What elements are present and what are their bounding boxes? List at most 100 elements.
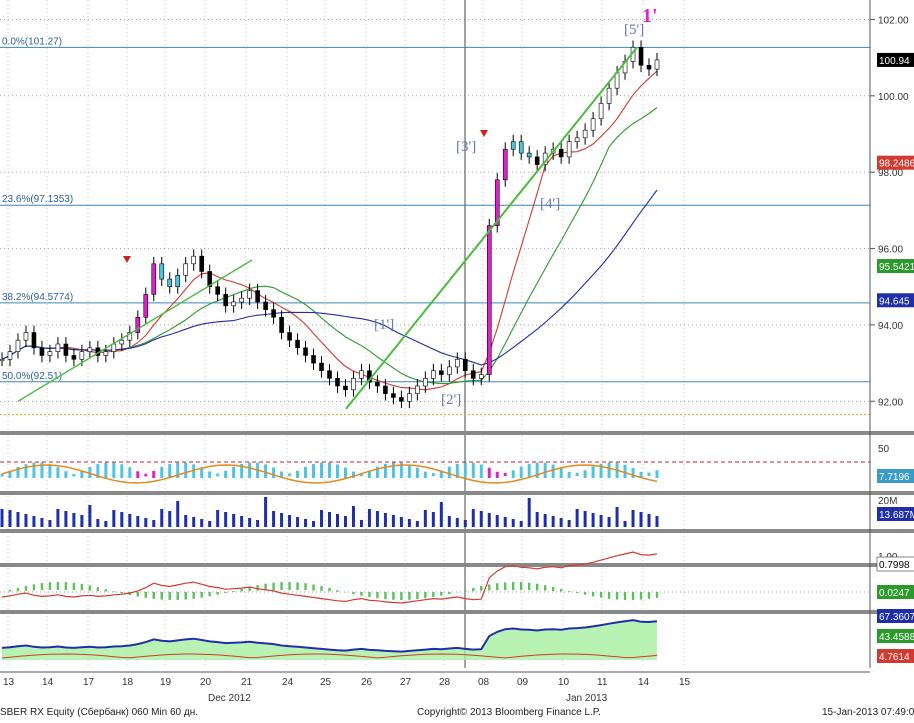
volume-bar [623,521,627,527]
candle-body [239,297,244,303]
x-tick-label: 15 [679,677,691,688]
x-tick-label: 25 [320,677,332,688]
macd-hist-bar [232,591,235,592]
volume-bar [447,516,451,527]
candles [0,40,660,409]
macd-hist-bar [264,583,267,591]
rsi-bar [248,462,252,478]
candle-body [311,355,316,364]
candle-body [383,385,388,394]
volume-bar [264,497,268,527]
volume-bar [495,515,499,527]
candle-body [247,290,252,299]
rsi-bar [527,463,531,478]
candle-body [231,301,236,307]
volume-bar [391,515,395,527]
candle-body [359,370,364,379]
volume-bar [639,512,643,527]
month-label: Jan 2013 [566,693,608,704]
rsi-bar [240,463,244,478]
macd-hist-bar [96,587,100,592]
candle-body [335,378,340,387]
rsi-bar [631,467,635,478]
y-tick-label: 92.00 [878,397,903,408]
candle-body [654,59,660,70]
macd-hist-bar [216,592,219,595]
volume-bar [288,515,292,527]
volume-bar [272,511,276,527]
candle-body [534,156,540,165]
volume-bar [471,509,475,527]
macd-hist-bar [208,592,211,597]
macd-hist-bar [272,582,275,591]
volume-bar [615,507,619,527]
macd-hist-bar [120,592,124,594]
volume-bar [184,515,188,527]
rsi-bar [575,472,579,477]
rsi-bar [359,473,363,477]
signal-marker [123,256,131,263]
rsi-bar [112,462,116,478]
volume-bar [320,510,324,527]
volume-bar [535,512,539,527]
candle-body [23,332,29,341]
rsi-bar [431,473,435,477]
macd-hist-bar [575,592,579,594]
macd-badge-bg [876,556,914,572]
rsi-bar [567,471,571,478]
candle-body [103,351,109,356]
rsi-bar [200,467,204,478]
volume-bar [192,517,196,527]
footer-ticker: SBER RX Equity (Сбербанк) 060 Min 60 дн. [0,707,198,718]
candle-body [494,179,500,226]
volume-bar [32,516,36,527]
macd-hist-bar [288,582,291,591]
volume-bar [463,520,467,527]
candle-body [486,225,492,375]
candle-body [526,152,532,158]
candle-body [55,343,61,352]
price-badge-text: 98.2486 [879,159,914,170]
candle-body [574,137,580,142]
x-tick-label: 18 [122,677,134,688]
volume-bar [607,517,611,527]
rsi-bar [64,471,68,478]
volume-bar [72,513,76,527]
rsi-bar [471,462,475,478]
volume-bar [551,516,555,527]
volume-bar [415,521,419,527]
rsi-bar [224,470,228,478]
volume-bar [16,512,20,527]
candle-body [598,103,604,120]
volume-bar [216,510,220,527]
macd-hist-bar [480,586,483,591]
rsi-bar [232,466,236,478]
candle-body [199,255,204,272]
candle-body [63,343,69,356]
macd-hist-bar [512,582,515,591]
volume-bar [487,513,491,527]
wave-label: 1' [642,5,658,27]
rsi-bar [136,471,140,478]
candle-body [263,301,268,310]
ma-fast-line [1,70,658,391]
candle-body [590,118,596,131]
volume-bar [343,516,347,527]
rsi-bar [455,463,459,478]
volume-bar [383,513,387,527]
x-tick-label: 11 [597,677,608,688]
macd-hist-bar [527,582,531,591]
volume-bar [104,521,108,527]
volume-bar [208,521,212,527]
rsi-bar [559,467,563,478]
rsi-bar [80,470,84,478]
rsi-bar [192,464,196,478]
y-tick-label: 102.00 [878,15,909,26]
x-tick-label: 08 [478,677,490,688]
candle-body [255,290,260,303]
rsi-bar [168,464,172,478]
macd-hist-bar [647,592,651,599]
macd-hist-bar [184,592,187,600]
macd-hist-bar [88,585,92,591]
macd-hist-bar [256,585,259,591]
